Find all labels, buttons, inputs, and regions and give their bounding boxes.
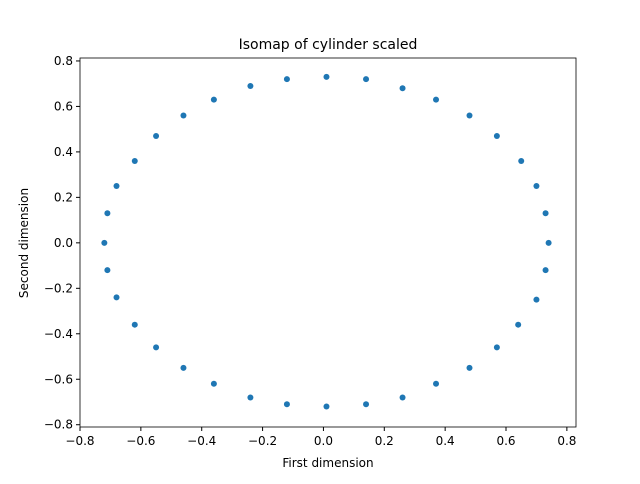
- point: [131, 157, 138, 164]
- point: [323, 73, 330, 80]
- point: [323, 403, 330, 410]
- point: [515, 321, 522, 328]
- x-tick-label: 0.0: [314, 434, 333, 448]
- point: [247, 394, 254, 401]
- y-tick-label: 0.6: [54, 99, 73, 113]
- point: [101, 239, 108, 246]
- y-axis-label: Second dimension: [17, 188, 31, 298]
- point: [283, 76, 290, 83]
- point: [363, 76, 370, 83]
- point: [104, 267, 111, 274]
- point: [533, 296, 540, 303]
- point: [363, 401, 370, 408]
- x-tick-label: 0.4: [436, 434, 455, 448]
- point: [493, 132, 500, 139]
- point: [180, 112, 187, 119]
- point: [466, 364, 473, 371]
- x-tick-label: 0.2: [375, 434, 394, 448]
- point: [113, 294, 120, 301]
- y-tick-label: 0.4: [54, 145, 73, 159]
- point: [399, 85, 406, 92]
- x-tick-label: −0.4: [187, 434, 216, 448]
- point: [518, 157, 525, 164]
- point: [466, 112, 473, 119]
- point: [399, 394, 406, 401]
- point: [131, 321, 138, 328]
- point: [283, 401, 290, 408]
- x-tick-label: 0.8: [557, 434, 576, 448]
- x-tick-label: −0.6: [126, 434, 155, 448]
- x-tick-label: 0.6: [496, 434, 515, 448]
- point: [433, 380, 440, 387]
- y-tick-label: 0.2: [54, 190, 73, 204]
- y-tick-label: −0.8: [44, 418, 73, 432]
- y-tick-label: −0.6: [44, 372, 73, 386]
- y-tick-label: −0.4: [44, 327, 73, 341]
- point: [180, 364, 187, 371]
- point: [533, 183, 540, 190]
- point: [545, 239, 552, 246]
- point: [493, 344, 500, 351]
- point: [433, 96, 440, 103]
- point: [210, 380, 217, 387]
- chart-title: Isomap of cylinder scaled: [239, 37, 418, 53]
- point: [542, 267, 549, 274]
- point: [113, 183, 120, 190]
- x-tick-label: −0.8: [65, 434, 94, 448]
- point: [153, 132, 160, 139]
- point: [542, 210, 549, 217]
- point: [104, 210, 111, 217]
- y-tick-label: 0.8: [54, 54, 73, 68]
- x-axis-label: First dimension: [282, 456, 373, 470]
- point: [210, 96, 217, 103]
- point: [247, 82, 254, 89]
- y-tick-label: 0.0: [54, 236, 73, 250]
- point: [153, 344, 160, 351]
- y-tick-label: −0.2: [44, 281, 73, 295]
- plot-frame: [79, 57, 577, 428]
- x-tick-label: −0.2: [248, 434, 277, 448]
